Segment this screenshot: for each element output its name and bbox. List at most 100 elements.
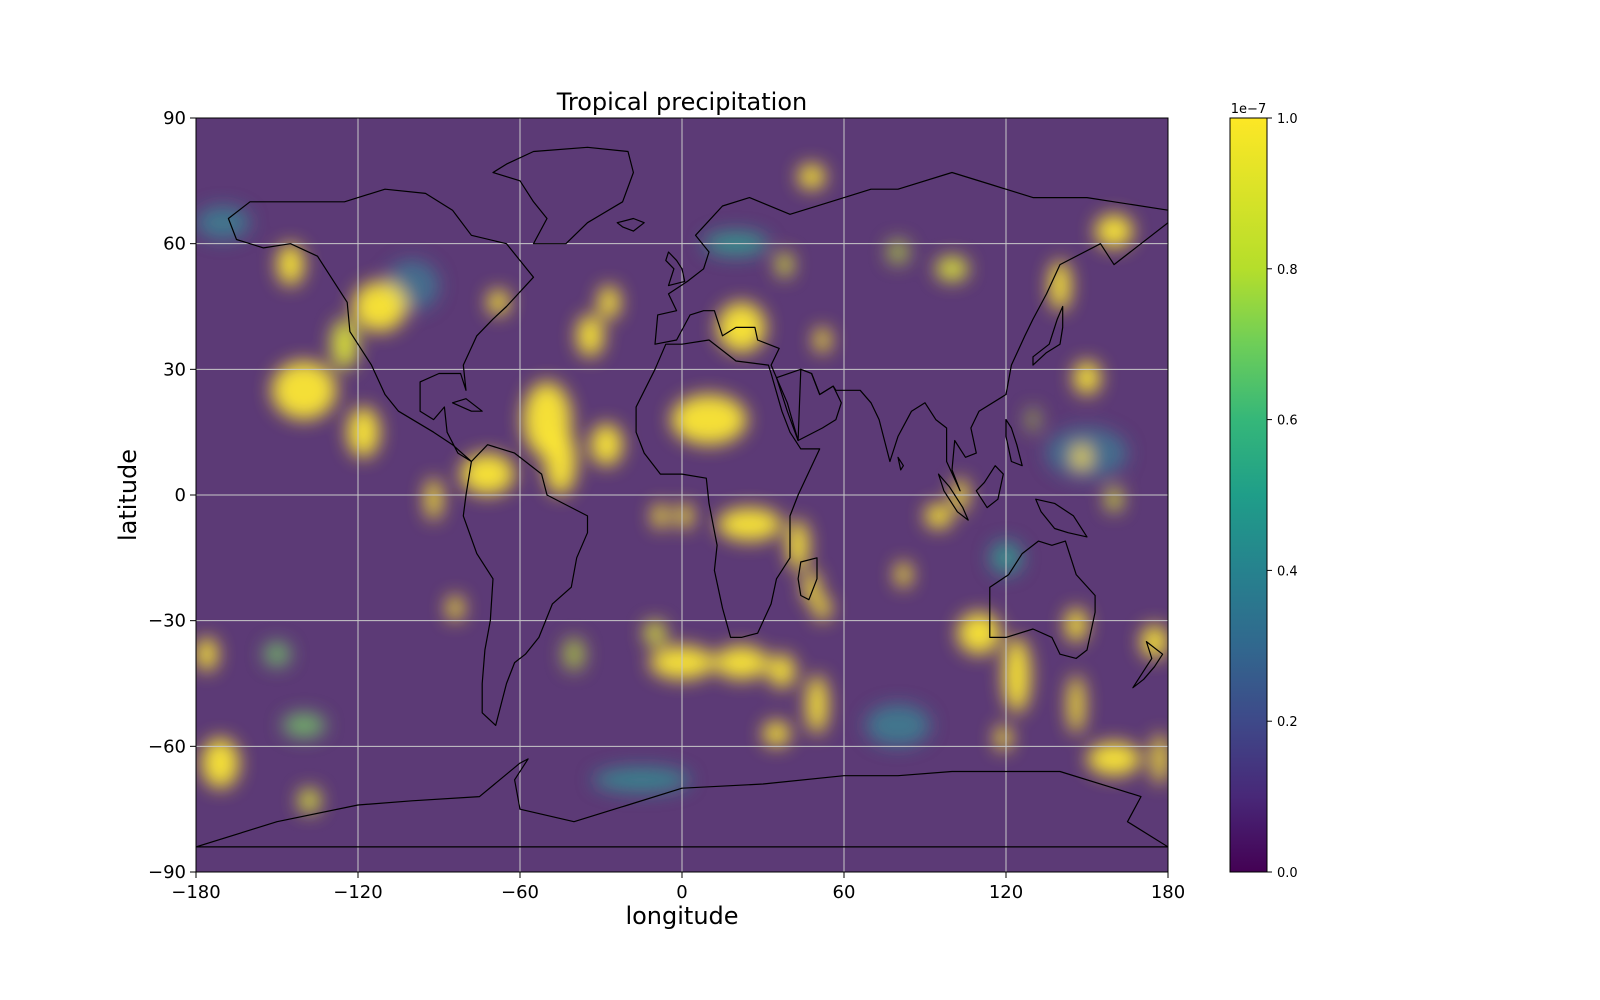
- x-tick-label: 60: [833, 882, 856, 903]
- coastline-philippines: [1005, 419, 1023, 467]
- coastlines: [196, 146, 1168, 848]
- x-tick-label: −180: [171, 882, 220, 903]
- precipitation-cell: [925, 503, 952, 529]
- y-tick-label: −60: [148, 736, 186, 757]
- coastline-sri-lanka: [897, 456, 904, 471]
- colorbar-tick-label: 1.0: [1277, 112, 1298, 127]
- precipitation-cell: [717, 507, 782, 542]
- precipitation-cell: [806, 675, 828, 734]
- precipitation-cell: [196, 637, 218, 671]
- colorbar-tick-label: 0.8: [1277, 263, 1298, 278]
- precipitation-cell: [447, 595, 464, 621]
- precipitation-cell: [1003, 637, 1031, 713]
- coastline-iceland: [616, 217, 645, 232]
- precipitation-cell: [644, 620, 666, 646]
- x-tick-label: 0: [676, 882, 687, 903]
- precipitation-cell: [201, 737, 240, 789]
- x-tick-label: 180: [1151, 882, 1185, 903]
- coastline-arabia: [775, 368, 842, 442]
- precipitation-cell: [865, 704, 931, 747]
- x-axis: −180 −120 −60 0 60 120 180: [171, 872, 1185, 903]
- coastline-cuba: [451, 398, 483, 412]
- plot-area: [195, 117, 1169, 873]
- precipitation-cell: [298, 788, 321, 814]
- coastline-uk: [665, 251, 686, 287]
- precipitation-cell: [887, 239, 909, 265]
- precipitation-cell: [1068, 675, 1085, 734]
- precipitation-cell: [576, 314, 604, 357]
- precipitation-cell: [763, 721, 790, 747]
- precipitation-cell: [1095, 214, 1133, 248]
- precipitation-cell: [544, 427, 577, 495]
- y-axis: −90 −60 −30 0 30 60 90: [148, 108, 196, 883]
- precipitation-cell: [425, 478, 442, 521]
- y-axis-label: latitude: [114, 449, 142, 541]
- coastline-greenland: [492, 146, 634, 245]
- coastline-south-america: [462, 444, 589, 726]
- precipitation-cell: [598, 285, 620, 320]
- gridlines: [196, 118, 1168, 872]
- precipitation-cell: [671, 394, 747, 445]
- precipitation-cell: [1065, 608, 1087, 642]
- precipitation-cell: [352, 281, 407, 332]
- y-tick-label: 0: [175, 485, 186, 506]
- colorbar-offset-label: 1e−7: [1231, 102, 1266, 117]
- precipitation-cell: [768, 654, 796, 688]
- coastline-sumatra: [937, 473, 969, 521]
- coastline-antarctica: [196, 758, 1168, 848]
- coastline-new-guinea: [1035, 498, 1088, 538]
- colorbar-ticks: 0.0 0.2 0.4 0.6 0.8 1.0: [1267, 112, 1298, 881]
- precipitation-cell: [895, 562, 912, 588]
- precipitation-cell: [563, 637, 585, 671]
- precipitation-cell: [1087, 742, 1141, 776]
- precipitation-cell: [798, 164, 826, 190]
- precipitation-cell: [676, 503, 693, 529]
- precipitation-cell: [995, 725, 1012, 751]
- precipitation-cell: [803, 570, 820, 604]
- precipitation-cell: [1105, 486, 1123, 512]
- precipitation-cell: [271, 360, 337, 420]
- precipitation-cell: [935, 256, 969, 282]
- y-tick-label: 90: [163, 108, 186, 129]
- coastline-japan: [1032, 305, 1064, 366]
- chart-title: Tropical precipitation: [556, 88, 807, 116]
- x-tick-label: 120: [989, 882, 1023, 903]
- precipitation-cell: [277, 243, 304, 286]
- precipitation-cell: [776, 252, 793, 278]
- precipitation-cell: [714, 645, 769, 680]
- precipitation-cell: [460, 453, 515, 495]
- y-tick-label: 60: [163, 234, 186, 255]
- coastline-africa: [635, 339, 821, 638]
- precipitation-cell: [263, 641, 291, 667]
- precipitation-cell: [652, 503, 669, 529]
- coastline-new-zealand: [1132, 641, 1164, 689]
- precipitation-cell: [814, 595, 831, 621]
- colorbar-tick-label: 0.4: [1277, 564, 1298, 579]
- colorbar: 0.0 0.2 0.4 0.6 0.8 1.0 1e−7: [1229, 102, 1298, 881]
- colorbar-gradient: [1229, 117, 1268, 873]
- coastline-borneo: [975, 465, 1004, 509]
- precipitation-cell: [814, 327, 831, 353]
- precipitation-cell: [282, 712, 326, 738]
- x-axis-label: longitude: [625, 902, 738, 930]
- precipitation-cell: [331, 319, 358, 370]
- coastline-madagascar: [797, 557, 818, 601]
- precipitation-cell: [1027, 407, 1039, 433]
- precipitation-cell: [1141, 624, 1168, 659]
- y-tick-label: −90: [148, 862, 186, 883]
- colorbar-tick-label: 0.6: [1277, 414, 1298, 429]
- precipitation-cell: [592, 767, 691, 793]
- precipitation-cell: [1073, 444, 1090, 470]
- precipitation-cell: [590, 423, 623, 466]
- coastline-australia: [989, 540, 1096, 659]
- y-tick-label: 30: [163, 359, 186, 380]
- precipitation-cell: [787, 520, 809, 571]
- precipitation-cell: [196, 205, 250, 240]
- coastline-europe-asia: [654, 171, 1168, 492]
- x-tick-label: −120: [333, 882, 382, 903]
- precipitation-cell: [1049, 260, 1071, 311]
- coastline-north-america: [227, 188, 535, 463]
- colorbar-tick-label: 0.2: [1277, 715, 1298, 730]
- precipitation-cell: [347, 407, 380, 458]
